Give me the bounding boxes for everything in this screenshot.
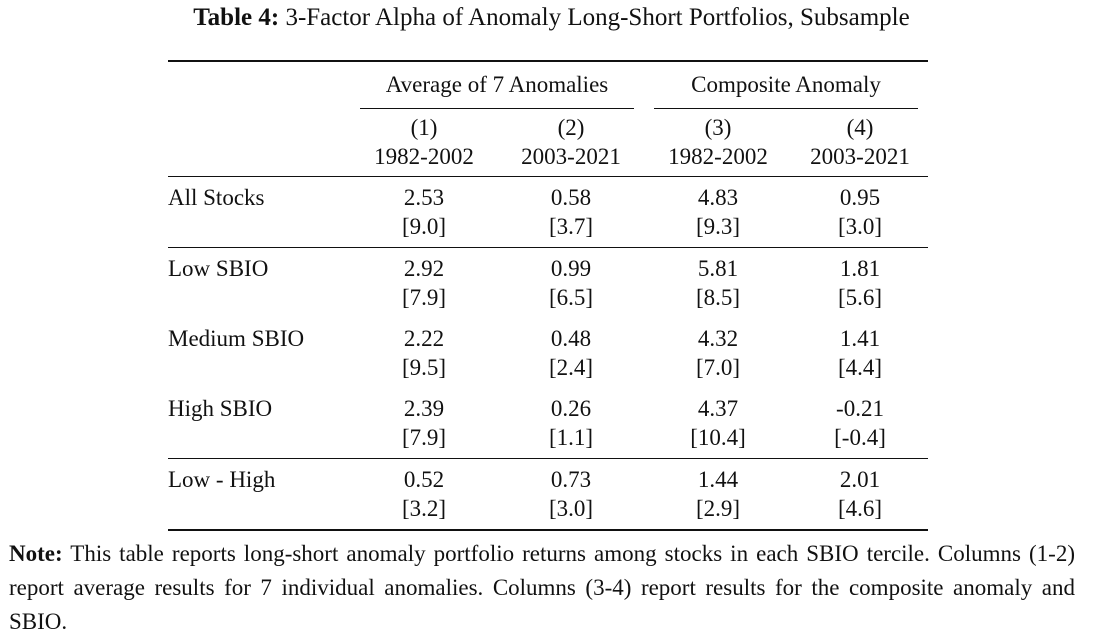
alpha-value: 0.26: [550, 396, 592, 421]
alpha-value: 0.73: [498, 458, 644, 494]
note-text: This table reports long-short anomaly po…: [9, 541, 1076, 634]
table-row-tstat: [9.5] [2.4] [7.0] [4.4]: [168, 353, 928, 388]
alpha-value: 2.39: [403, 396, 445, 421]
alpha-value: 2.92: [350, 247, 498, 283]
alpha-value: 5.81: [644, 247, 792, 283]
alpha-value: 1.41: [839, 326, 881, 351]
table-row: All Stocks 2.53 0.58 4.83 0.95: [168, 176, 928, 212]
alpha-value: 2.53: [350, 176, 498, 212]
empty-cell: [168, 353, 350, 388]
t-statistic: [3.7]: [548, 214, 594, 239]
table-row: Low SBIO 2.92 0.99 5.81 1.81: [168, 247, 928, 283]
t-statistic: [7.9]: [401, 285, 447, 310]
table-number: Table 4:: [193, 4, 280, 31]
column-period-row: 1982-2002 2003-2021 1982-2002 2003-2021: [168, 142, 928, 177]
group-header-row: Average of 7 Anomalies Composite Anomaly: [168, 60, 928, 109]
alpha-value: 2.22: [403, 326, 445, 351]
alpha-value: 0.58: [498, 176, 644, 212]
t-statistic: [2.9]: [644, 494, 792, 531]
alpha-value: 4.83: [644, 176, 792, 212]
t-statistic: [9.3]: [695, 214, 741, 239]
group-header-average: Average of 7 Anomalies: [350, 60, 644, 109]
column-period: 2003-2021: [810, 144, 910, 169]
table-row-tstat: [9.0] [3.7] [9.3] [3.0]: [168, 212, 928, 248]
table-row: Low - High 0.52 0.73 1.44 2.01: [168, 458, 928, 494]
table-row: Medium SBIO 2.22 0.48 4.32 1.41: [168, 318, 928, 353]
row-label: All Stocks: [168, 176, 350, 212]
empty-corner-cell: [168, 60, 350, 109]
column-period: 2003-2021: [521, 144, 621, 169]
alpha-value: 4.37: [697, 396, 739, 421]
group-underline-average: [360, 107, 634, 109]
table-row-tstat: [7.9] [1.1] [10.4] [-0.4]: [168, 423, 928, 459]
alpha-value: 4.32: [697, 326, 739, 351]
alpha-value: -0.21: [836, 396, 884, 421]
empty-cell: [168, 423, 350, 459]
empty-cell: [168, 109, 350, 142]
column-number-row: (1) (2) (3) (4): [168, 109, 928, 142]
alpha-value: 0.95: [792, 176, 928, 212]
t-statistic: [10.4]: [690, 425, 746, 450]
results-table: Average of 7 Anomalies Composite Anomaly…: [168, 60, 928, 531]
t-statistic: [9.0]: [401, 214, 447, 239]
t-statistic: [3.0]: [837, 214, 883, 239]
row-label: Low SBIO: [168, 247, 350, 283]
group-label-composite: Composite Anomaly: [691, 72, 881, 97]
table-note: Note: This table reports long-short anom…: [9, 537, 1075, 639]
alpha-value: 2.01: [792, 458, 928, 494]
group-underline-composite: [654, 107, 918, 109]
t-statistic: [3.0]: [498, 494, 644, 531]
empty-cell: [168, 212, 350, 248]
column-period: 1982-2002: [374, 144, 474, 169]
t-statistic: [7.9]: [401, 425, 447, 450]
alpha-value: 0.52: [350, 458, 498, 494]
t-statistic: [9.5]: [401, 355, 447, 380]
empty-cell: [168, 142, 350, 177]
table-row-tstat: [7.9] [6.5] [8.5] [5.6]: [168, 283, 928, 318]
t-statistic: [5.6]: [837, 285, 883, 310]
t-statistic: [4.6]: [792, 494, 928, 531]
t-statistic: [7.0]: [695, 355, 741, 380]
t-statistic: [2.4]: [548, 355, 594, 380]
alpha-value: 1.81: [792, 247, 928, 283]
table-caption: 3-Factor Alpha of Anomaly Long-Short Por…: [285, 4, 910, 31]
row-label: Low - High: [168, 458, 350, 494]
t-statistic: [8.5]: [695, 285, 741, 310]
column-number: (3): [704, 115, 732, 140]
column-number: (1): [410, 115, 438, 140]
note-label: Note:: [9, 541, 63, 566]
empty-cell: [168, 283, 350, 318]
row-label: High SBIO: [168, 396, 273, 421]
group-label-average: Average of 7 Anomalies: [385, 72, 609, 97]
alpha-value: 1.44: [644, 458, 792, 494]
t-statistic: [1.1]: [548, 425, 594, 450]
column-period: 1982-2002: [668, 144, 768, 169]
t-statistic: [-0.4]: [834, 425, 886, 450]
t-statistic: [6.5]: [548, 285, 594, 310]
alpha-value: 0.48: [550, 326, 592, 351]
alpha-value: 0.99: [498, 247, 644, 283]
row-label: Medium SBIO: [168, 326, 305, 351]
column-number: (2): [557, 115, 585, 140]
t-statistic: [3.2]: [350, 494, 498, 531]
table-row-tstat: [3.2] [3.0] [2.9] [4.6]: [168, 494, 928, 531]
column-number: (4): [846, 115, 874, 140]
table-title: Table 4: 3-Factor Alpha of Anomaly Long-…: [0, 2, 1103, 34]
t-statistic: [4.4]: [837, 355, 883, 380]
empty-cell: [168, 494, 350, 531]
group-header-composite: Composite Anomaly: [644, 60, 928, 109]
table-row: High SBIO 2.39 0.26 4.37 -0.21: [168, 388, 928, 423]
